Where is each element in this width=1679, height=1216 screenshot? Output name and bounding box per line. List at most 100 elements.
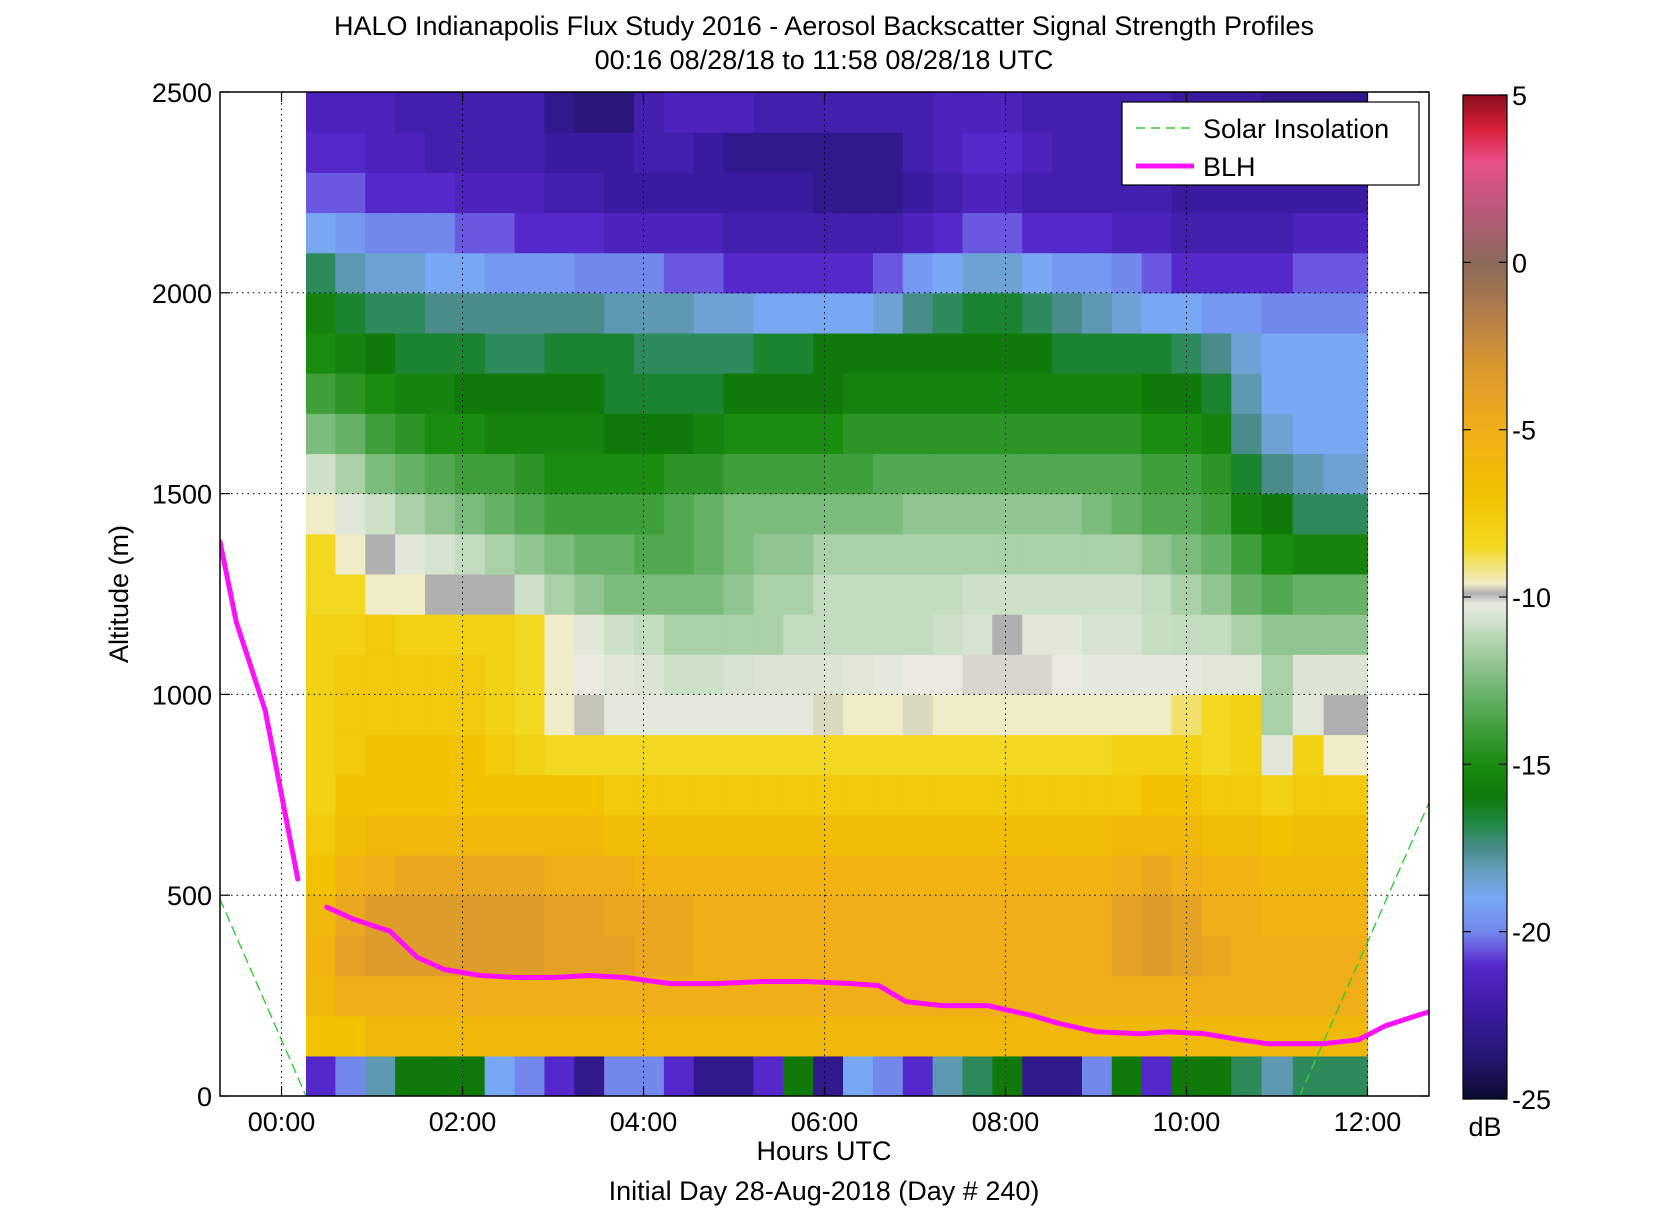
heatmap-cell	[783, 694, 814, 736]
heatmap-cell	[335, 172, 366, 214]
heatmap-cell	[454, 895, 486, 936]
heatmap-cell	[1111, 614, 1143, 655]
heatmap-cell	[514, 573, 546, 615]
heatmap-cell	[1081, 814, 1113, 856]
heatmap-cell	[305, 292, 336, 334]
heatmap-cell	[1081, 413, 1113, 455]
heatmap-cell	[723, 895, 755, 936]
heatmap-cell	[544, 774, 575, 816]
heatmap-cell	[843, 774, 874, 816]
heatmap-cell	[514, 453, 546, 495]
heatmap-cell	[723, 132, 755, 173]
heatmap-cell	[634, 614, 665, 655]
heatmap-cell	[1323, 895, 1369, 936]
heatmap-cell	[783, 855, 814, 896]
heatmap-cell	[783, 252, 814, 294]
heatmap-cell	[1052, 935, 1083, 977]
heatmap-cell	[1111, 332, 1143, 374]
heatmap-cell	[395, 92, 426, 133]
heatmap-cell	[1323, 814, 1369, 856]
heatmap-cell	[365, 774, 396, 816]
heatmap-cell	[693, 614, 725, 655]
heatmap-cell	[424, 895, 456, 936]
heatmap-cell	[574, 935, 605, 977]
x-tick-label: 06:00	[791, 1107, 859, 1137]
heatmap-cell	[902, 975, 934, 1017]
heatmap-cell	[663, 172, 695, 214]
heatmap-cell	[693, 1015, 725, 1057]
heatmap-cell	[1201, 413, 1232, 455]
heatmap-cell	[1292, 413, 1325, 455]
heatmap-cell	[1052, 373, 1083, 414]
heatmap-cell	[1201, 533, 1232, 575]
heatmap-cell	[424, 573, 456, 615]
heatmap-cell	[634, 373, 665, 414]
heatmap-cell	[932, 132, 964, 173]
heatmap-cell	[574, 533, 605, 575]
heatmap-cell	[1081, 774, 1113, 816]
heatmap-cell	[663, 92, 695, 133]
heatmap-cell	[723, 614, 755, 655]
heatmap-cell	[663, 132, 695, 173]
heatmap-cell	[1292, 212, 1325, 254]
heatmap-cell	[663, 614, 695, 655]
heatmap-cell	[544, 533, 575, 575]
heatmap-cell	[1231, 212, 1263, 254]
heatmap-cell	[1141, 212, 1173, 254]
heatmap-cell	[843, 92, 874, 133]
heatmap-cell	[1323, 694, 1369, 736]
heatmap-cell	[813, 373, 844, 414]
heatmap-cell	[1052, 975, 1083, 1017]
heatmap-cell	[514, 814, 546, 856]
heatmap-cell	[753, 292, 784, 334]
heatmap-cell	[1022, 533, 1053, 575]
heatmap-cell	[454, 1015, 486, 1057]
heatmap-cell	[1022, 172, 1053, 214]
heatmap-cell	[992, 373, 1023, 414]
series-line-blh	[324, 904, 1429, 1047]
heatmap-cell	[962, 533, 993, 575]
heatmap-cell	[305, 975, 336, 1017]
heatmap-cell	[1111, 252, 1143, 294]
heatmap-cell	[424, 92, 456, 133]
heatmap-cell	[1231, 855, 1263, 896]
heatmap-cell	[1022, 573, 1053, 615]
heatmap-cell	[305, 774, 336, 816]
series-line-solar-insolation	[220, 898, 307, 1096]
heatmap-cell	[1171, 975, 1202, 1017]
heatmap-cell	[604, 935, 635, 977]
heatmap-cell	[723, 493, 755, 535]
heatmap-cell	[604, 694, 635, 736]
y-tick-label: 1500	[152, 480, 212, 510]
heatmap-cell	[932, 413, 964, 455]
heatmap-cell	[305, 614, 336, 655]
heatmap-cell	[604, 975, 635, 1017]
heatmap-cell	[544, 1015, 575, 1057]
heatmap-cell	[723, 573, 755, 615]
heatmap-cell	[305, 453, 336, 495]
heatmap-cell	[723, 694, 755, 736]
heatmap-cell	[1292, 533, 1325, 575]
heatmap-cell	[335, 413, 366, 455]
plot-area: 00:00 02:00 04:00 06:00 08:00 10:00 12:00 0 500…	[152, 78, 1430, 1137]
heatmap-cell	[783, 172, 814, 214]
heatmap-cell	[604, 332, 635, 374]
heatmap-cell	[783, 92, 814, 133]
heatmap-cell	[454, 975, 486, 1017]
heatmap-cell	[723, 172, 755, 214]
heatmap-cell	[992, 252, 1023, 294]
heatmap-cell	[992, 895, 1023, 936]
heatmap-cell	[1201, 1055, 1232, 1096]
heatmap-cell	[454, 734, 486, 776]
heatmap-cell	[962, 453, 993, 495]
heatmap-cell	[335, 975, 366, 1017]
heatmap-cell	[962, 92, 993, 133]
heatmap-cell	[753, 774, 784, 816]
heatmap-cell	[753, 734, 784, 776]
heatmap-cell	[962, 292, 993, 334]
heatmap-cell	[813, 292, 844, 334]
heatmap-cell	[634, 1055, 665, 1096]
heatmap-cell	[962, 1015, 993, 1057]
heatmap-cell	[992, 694, 1023, 736]
heatmap-cell	[932, 855, 964, 896]
